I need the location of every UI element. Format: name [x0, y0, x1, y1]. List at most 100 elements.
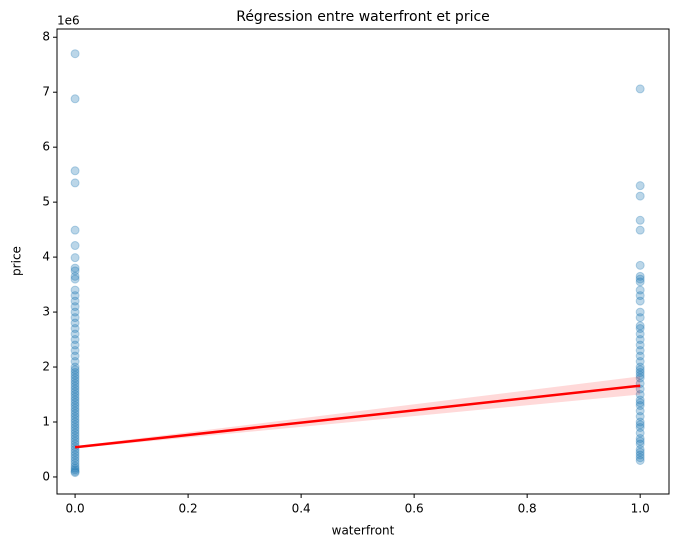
scatter-point — [70, 384, 80, 394]
scatter-point — [635, 368, 645, 378]
scatter-point — [635, 453, 645, 463]
y-tick-label: 0 — [42, 469, 50, 483]
scatter-point — [635, 340, 645, 350]
scatter-point — [635, 390, 645, 400]
scatter-point — [70, 414, 80, 424]
scatter-point — [635, 412, 645, 421]
scatter-point — [635, 422, 645, 432]
scatter-point — [70, 379, 80, 389]
scatter-point — [70, 329, 80, 339]
scatter-point — [70, 365, 80, 375]
scatter-point — [70, 94, 80, 104]
scatter-point — [70, 266, 80, 276]
scatter-point — [635, 401, 645, 411]
scatter-point — [70, 346, 80, 356]
scatter-point — [70, 178, 80, 188]
scatter-point — [635, 406, 645, 416]
y-tick-label: 8 — [42, 30, 50, 44]
x-tick-label: 0.6 — [405, 502, 424, 516]
y-tick-label: 6 — [42, 140, 50, 154]
scatter-point — [635, 436, 645, 446]
scatter-point — [70, 401, 80, 411]
x-tick-label: 0.8 — [518, 502, 537, 516]
scatter-point — [635, 362, 645, 372]
scatter-point — [635, 439, 645, 449]
scatter-point — [635, 398, 645, 408]
scatter-point — [70, 455, 80, 465]
scatter-point — [70, 436, 80, 446]
scatter-point — [70, 313, 80, 323]
scatter-point — [635, 455, 645, 465]
scatter-point — [635, 291, 645, 301]
scatter-point — [70, 406, 80, 416]
scatter-point — [635, 373, 645, 383]
scatter-point — [70, 357, 80, 367]
y-tick-label: 1 — [42, 414, 50, 428]
scatter-point — [70, 49, 80, 59]
scatter-point — [635, 395, 645, 405]
scatter-point — [635, 274, 645, 284]
scatter-point — [70, 395, 80, 405]
scatter-point — [70, 368, 80, 378]
scatter-point — [635, 329, 645, 339]
scatter-point — [635, 335, 645, 345]
scatter-point — [635, 324, 645, 334]
scatter-point — [70, 409, 80, 419]
scatter-point — [70, 274, 80, 284]
scatter-point — [70, 241, 80, 251]
scatter-point — [70, 370, 80, 380]
scatter-point — [70, 307, 80, 317]
regression-line — [74, 384, 641, 449]
chart-title: Régression entre waterfront et price — [236, 9, 490, 25]
scatter-point — [635, 428, 645, 438]
scatter-point — [70, 465, 80, 475]
scatter-point — [635, 313, 645, 323]
y-tick-label: 7 — [42, 85, 50, 99]
scatter-point — [70, 417, 80, 427]
scatter-point — [70, 420, 80, 430]
scatter-point — [70, 461, 80, 471]
scatter-point — [635, 260, 645, 270]
y-axis-label: price — [10, 246, 24, 276]
plot-frame — [56, 28, 670, 495]
scatter-point — [70, 458, 80, 468]
scatter-point — [70, 390, 80, 400]
scatter-point — [70, 450, 80, 460]
scatter-point — [70, 302, 80, 312]
scatter-point — [635, 450, 645, 460]
scatter-point — [70, 166, 80, 176]
scatter-point — [70, 351, 80, 361]
scatter-point — [635, 420, 645, 430]
scatter-point — [70, 373, 80, 383]
scatter-point — [70, 296, 80, 306]
scatter-point — [635, 215, 645, 225]
scatter-point — [70, 463, 80, 473]
x-tick-label: 0.0 — [66, 502, 85, 516]
scatter-point — [70, 422, 80, 432]
confidence-band — [75, 376, 641, 449]
scatter-point — [70, 425, 80, 435]
scatter-point — [635, 271, 645, 281]
x-axis-label: waterfront — [332, 524, 395, 538]
scatter-point — [635, 447, 645, 457]
scatter-point — [70, 362, 80, 372]
scatter-point — [70, 271, 80, 281]
scatter-point — [635, 365, 645, 375]
scatter-point — [70, 335, 80, 345]
scatter-point — [70, 403, 80, 413]
scatter-point — [635, 346, 645, 356]
scatter-point — [70, 387, 80, 397]
x-tick-label: 1.0 — [631, 502, 650, 516]
scatter-point — [635, 225, 645, 235]
scatter-point — [635, 307, 645, 317]
scatter-point — [70, 225, 80, 235]
scatter-point — [70, 431, 80, 441]
scatter-point — [70, 324, 80, 334]
scatter-point — [635, 296, 645, 306]
y-offset-text: 1e6 — [57, 14, 80, 28]
scatter-point — [635, 433, 645, 443]
scatter-point — [70, 466, 80, 476]
scatter-point — [635, 370, 645, 380]
